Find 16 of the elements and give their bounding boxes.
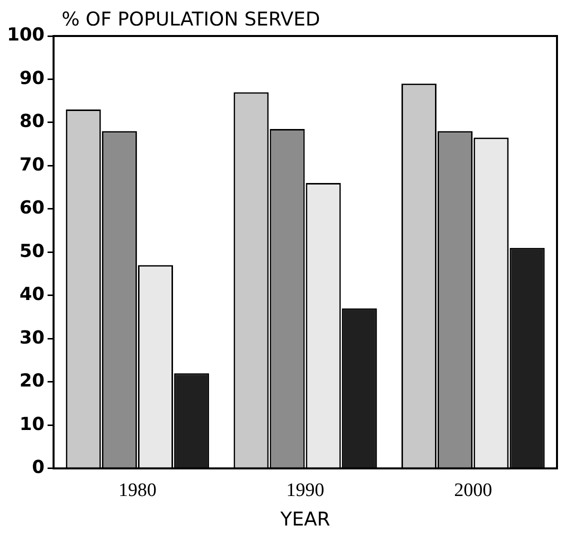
x-axis-title: YEAR (279, 508, 330, 531)
y-tick-label: 60 (20, 198, 45, 219)
y-tick-label: 80 (20, 111, 45, 132)
y-tick-label: 20 (20, 370, 45, 392)
y-tick-label: 0 (32, 457, 45, 478)
y-tick-label: 50 (20, 240, 45, 262)
y-tick-label: 10 (20, 414, 45, 435)
x-tick-label: 1990 (286, 480, 324, 501)
y-tick-label: 30 (20, 327, 45, 348)
y-axis-title: % OF POPULATION SERVED (62, 8, 320, 30)
y-tick-label: 70 (20, 154, 45, 176)
y-tick-label: 40 (20, 284, 45, 306)
x-tick-label: 1980 (118, 480, 156, 501)
y-tick-label: 90 (20, 68, 45, 89)
x-tick-label: 2000 (454, 480, 492, 501)
y-tick-label: 100 (6, 24, 45, 46)
